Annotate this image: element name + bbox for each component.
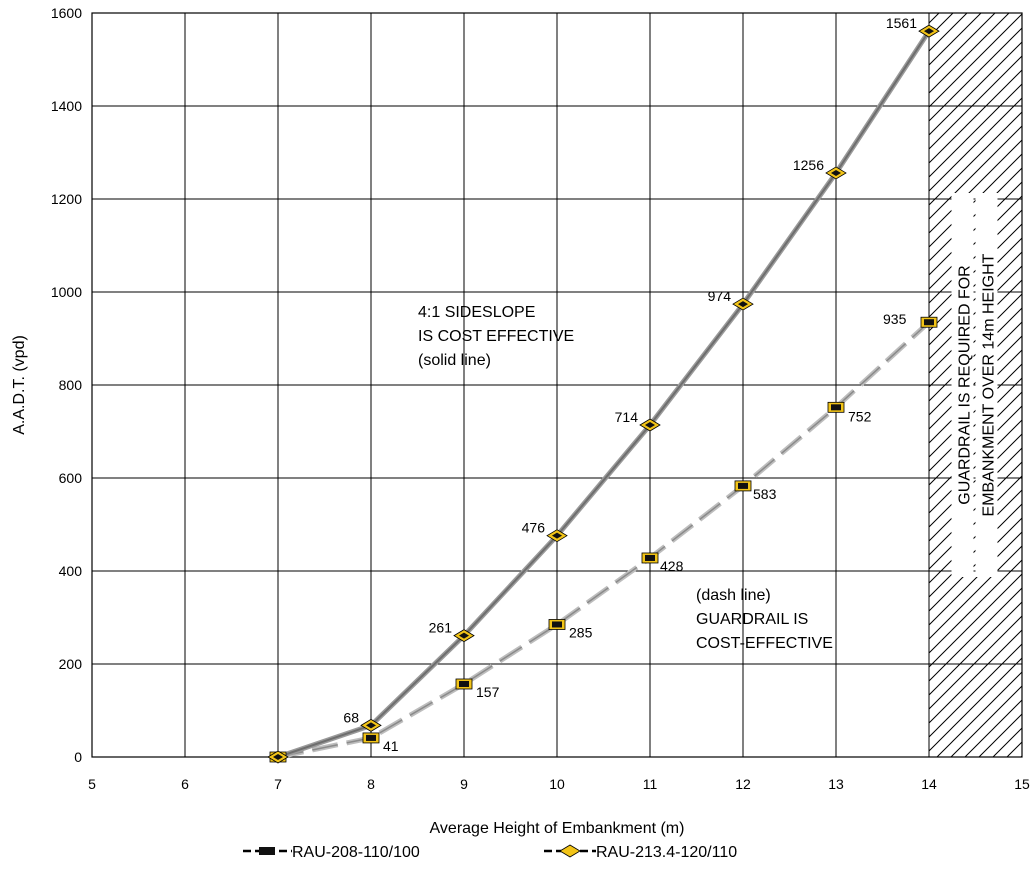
y-tick-label: 200 — [59, 656, 83, 672]
square-marker-center — [552, 621, 562, 628]
x-tick-label: 10 — [549, 776, 565, 792]
legend-label-solid: RAU-213.4-120/110 — [596, 844, 737, 861]
series-line-dashed-core — [277, 321, 930, 758]
x-tick-label: 12 — [735, 776, 751, 792]
diamond-marker-center — [738, 301, 748, 308]
data-label-solid: 1256 — [793, 157, 824, 173]
data-label-dashed: 41 — [383, 738, 399, 754]
diamond-marker-center — [924, 28, 934, 35]
annotation-solid-region: (solid line) — [418, 352, 491, 369]
data-label-dashed: 752 — [848, 408, 872, 424]
x-tick-label: 9 — [460, 776, 468, 792]
y-tick-label: 1000 — [51, 284, 82, 300]
data-point-square — [548, 619, 566, 630]
series-line-solid-core — [277, 30, 930, 758]
data-point-diamond — [453, 629, 475, 643]
square-marker-center — [738, 482, 748, 489]
diamond-marker-center — [459, 632, 469, 639]
x-tick-label: 15 — [1014, 776, 1030, 792]
x-tick-label: 14 — [921, 776, 937, 792]
data-label-dashed: 935 — [883, 311, 907, 327]
y-axis-title: A.A.D.T. (vpd) — [11, 335, 28, 435]
hatched-text-backing — [975, 193, 998, 577]
data-point-square — [920, 316, 938, 328]
x-tick-label: 13 — [828, 776, 844, 792]
data-point-square — [455, 678, 473, 690]
data-label-dashed: 285 — [569, 624, 593, 640]
data-point-diamond — [360, 718, 382, 732]
hatched-text-backing — [951, 193, 974, 577]
square-marker-center — [366, 734, 376, 741]
plot-area — [91, 12, 1023, 758]
y-tick-label: 1400 — [51, 98, 82, 114]
diamond-marker-center — [552, 532, 562, 539]
x-tick-label: 8 — [367, 776, 375, 792]
y-tick-label: 800 — [59, 377, 83, 393]
legend-item-dashed: RAU-208-110/100 — [243, 844, 420, 861]
diamond-marker-center — [273, 754, 283, 760]
data-label-solid: 974 — [708, 288, 732, 304]
data-label-dashed: 583 — [753, 486, 777, 502]
data-point-square — [827, 401, 845, 413]
square-marker-center — [831, 404, 841, 411]
annotation-dash-region: (dash line) — [696, 587, 771, 604]
y-tick-label: 1200 — [51, 191, 82, 207]
legend: RAU-208-110/100 RAU-213.4-120/110 — [243, 844, 737, 861]
data-label-solid: 1561 — [886, 15, 917, 31]
annotation-dash-region: COST-EFFECTIVE — [696, 635, 833, 652]
square-marker-center — [924, 319, 934, 326]
annotation-dash-region: GUARDRAIL IS — [696, 611, 808, 628]
data-label-solid: 261 — [429, 620, 453, 636]
legend-item-solid: RAU-213.4-120/110 — [544, 844, 737, 861]
square-marker-center — [645, 554, 655, 561]
x-tick-label: 6 — [181, 776, 189, 792]
data-point-diamond — [918, 24, 940, 38]
y-tick-label: 0 — [74, 749, 82, 765]
annotation-hatched-region: EMBANKMENT OVER 14m HEIGHT — [981, 253, 998, 516]
data-label-solid: 476 — [522, 520, 546, 536]
legend-marker-square — [259, 847, 275, 855]
plot-frame — [91, 12, 1023, 758]
diamond-marker-center — [366, 722, 376, 729]
legend-marker-diamond — [559, 844, 581, 858]
data-point-diamond — [546, 529, 568, 543]
data-label-dashed: 428 — [660, 558, 684, 574]
annotation-solid-region: IS COST EFFECTIVE — [418, 328, 574, 345]
annotation-solid-region: 4:1 SIDESLOPE — [418, 304, 535, 321]
data-point-diamond — [267, 750, 289, 764]
data-label-solid: 714 — [615, 409, 639, 425]
series-group: 41 157 285 428 583 752 935 68 261 476 714 974 1256 15… — [267, 15, 940, 764]
x-tick-label: 11 — [643, 776, 658, 792]
data-label-dashed: 157 — [476, 684, 500, 700]
y-tick-label: 1600 — [51, 5, 82, 21]
data-point-square — [734, 480, 752, 492]
diamond-marker-center — [831, 169, 841, 176]
y-tick-label: 400 — [59, 563, 83, 579]
data-point-diamond — [732, 297, 754, 311]
data-point-diamond — [639, 418, 661, 432]
annotation-hatched-region: GUARDRAIL IS REQUIRED FOR — [957, 265, 974, 504]
legend-label-dashed: RAU-208-110/100 — [292, 844, 420, 861]
y-tick-label: 600 — [59, 470, 83, 486]
x-tick-label: 5 — [88, 776, 96, 792]
data-point-square — [641, 552, 659, 564]
data-point-square — [362, 732, 380, 744]
annotations: 4:1 SIDESLOPE IS COST EFFECTIVE (solid lin… — [418, 193, 998, 652]
axes: 5 6 7 8 9 10 11 12 13 14 15 0 200 400 600 800 1000 1200 14… — [11, 5, 1030, 837]
data-point-diamond — [825, 166, 847, 180]
x-axis-title: Average Height of Embankment (m) — [430, 820, 685, 837]
x-tick-label: 7 — [274, 776, 282, 792]
data-label-solid: 68 — [343, 709, 359, 725]
diamond-marker-center — [645, 421, 655, 428]
square-marker-center — [459, 680, 469, 687]
